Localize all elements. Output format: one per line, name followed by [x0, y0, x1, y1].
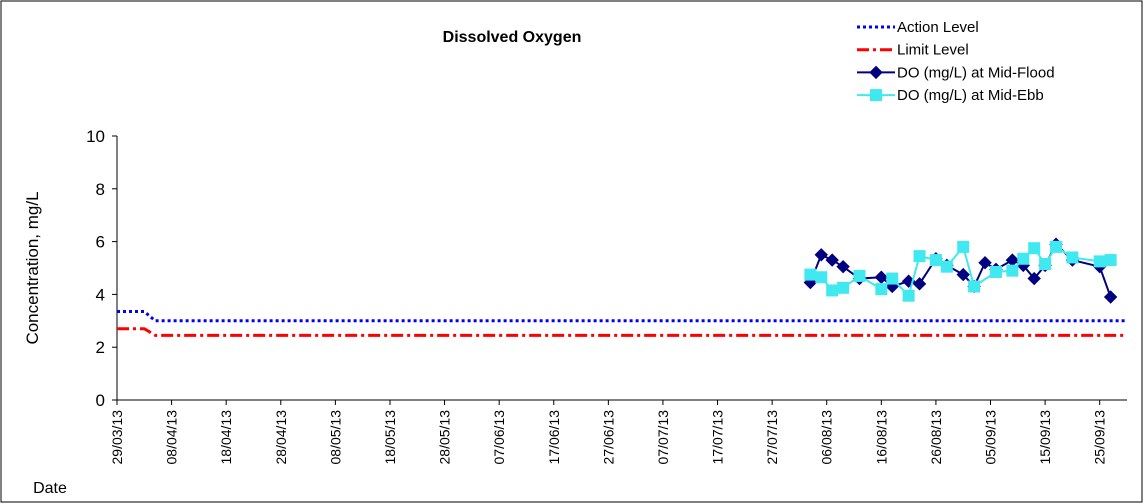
data-point: [1028, 242, 1041, 255]
data-point: [968, 280, 981, 293]
x-tick-label: 05/09/13: [983, 410, 999, 465]
data-point: [940, 260, 953, 273]
y-tick-label: 6: [96, 233, 105, 252]
legend-marker: [870, 89, 882, 102]
data-point: [886, 272, 899, 285]
x-tick-label: 18/04/13: [218, 410, 234, 465]
data-point: [957, 240, 970, 253]
y-axis-label: Concentration, mg/L: [23, 191, 42, 344]
data-point: [913, 250, 926, 263]
data-point: [929, 254, 942, 267]
data-point: [837, 281, 850, 294]
data-point: [912, 277, 927, 291]
y-tick-label: 8: [96, 180, 105, 199]
series-line: [117, 310, 1127, 323]
x-tick-label: 07/06/13: [491, 410, 507, 465]
data-point: [825, 253, 839, 267]
x-tick-label: 28/04/13: [273, 410, 289, 465]
y-tick-label: 4: [96, 285, 105, 304]
x-tick-label: 07/07/13: [655, 410, 671, 465]
x-tick-label: 06/08/13: [819, 410, 835, 465]
data-point: [956, 267, 970, 282]
data-point: [1017, 252, 1030, 265]
series-line: [117, 327, 1127, 337]
data-point: [1066, 251, 1079, 264]
legend-label: Limit Level: [897, 42, 969, 59]
data-point: [1027, 271, 1041, 286]
data-point: [1093, 255, 1106, 268]
x-tick-label: 17/06/13: [546, 410, 562, 465]
x-tick-label: 17/07/13: [710, 410, 726, 465]
data-point: [1039, 258, 1052, 271]
legend-label: DO (mg/L) at Mid-Flood: [897, 64, 1055, 81]
legend-label: DO (mg/L) at Mid-Ebb: [897, 87, 1044, 104]
data-point: [875, 283, 888, 296]
data-point: [902, 289, 915, 302]
x-tick-label: 08/04/13: [164, 410, 180, 465]
data-point: [989, 265, 1002, 278]
x-tick-label: 27/07/13: [764, 410, 780, 465]
data-point: [804, 268, 817, 281]
y-tick-label: 2: [96, 338, 105, 357]
series-line: [810, 244, 1111, 298]
x-tick-label: 25/09/13: [1092, 410, 1108, 465]
x-tick-label: 15/09/13: [1037, 410, 1053, 465]
data-point: [1103, 290, 1118, 304]
y-tick-label: 10: [86, 127, 105, 146]
chart-title: Dissolved Oxygen: [443, 29, 582, 46]
x-tick-label: 16/08/13: [873, 410, 889, 465]
data-point: [815, 271, 828, 284]
x-tick-label: 18/05/13: [382, 410, 398, 465]
x-axis-label: Date: [33, 480, 67, 497]
legend-marker: [869, 65, 883, 80]
x-tick-label: 29/03/13: [109, 410, 125, 465]
data-point: [814, 248, 828, 262]
x-tick-label: 28/05/13: [437, 410, 453, 465]
legend-label: Action Level: [897, 19, 979, 36]
x-tick-label: 26/08/13: [928, 410, 944, 465]
data-point: [1006, 264, 1019, 277]
x-tick-label: 08/05/13: [327, 410, 343, 465]
data-point: [826, 284, 839, 297]
data-point: [978, 256, 992, 270]
x-tick-label: 27/06/13: [600, 410, 616, 465]
data-point: [1104, 254, 1117, 267]
data-point: [853, 269, 866, 282]
data-point: [836, 259, 850, 274]
y-tick-label: 0: [96, 391, 105, 410]
data-point: [1050, 240, 1063, 253]
